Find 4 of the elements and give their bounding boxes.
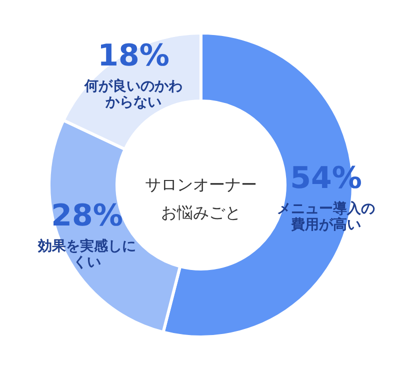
slice-label: 何が良いのかわからない <box>83 78 182 111</box>
slice-label: 効果を実感しにくい <box>36 238 136 271</box>
text: サロンオーナーお悩みごと <box>145 175 257 222</box>
data-label: 18% <box>98 38 170 74</box>
